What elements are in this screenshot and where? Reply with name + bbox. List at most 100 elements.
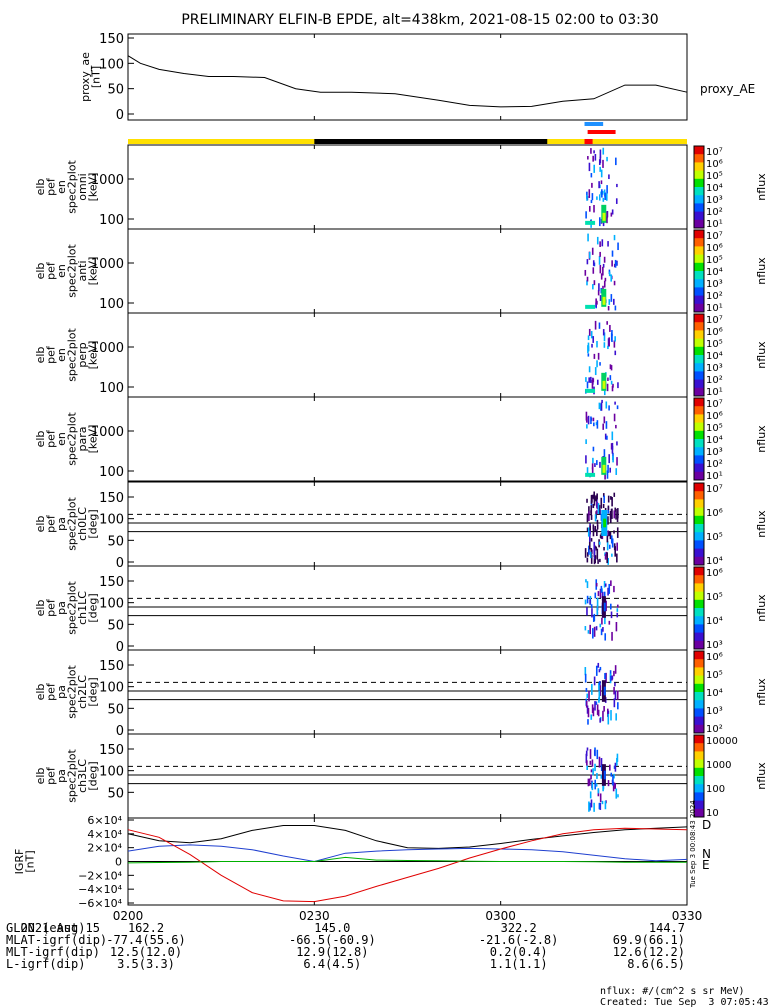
colorbar-tick-label: 10² (706, 375, 723, 386)
colorbar-segment (694, 483, 704, 492)
spectrogram-cell (602, 710, 604, 722)
spectrogram-cell (600, 169, 603, 178)
spectrogram-cell (612, 455, 614, 463)
y-tick-label: 100 (99, 513, 124, 528)
spectrogram-cell (615, 468, 618, 475)
colorbar-segment (694, 338, 704, 348)
spectrogram-cell (603, 342, 606, 348)
spectrogram-cell (591, 343, 593, 348)
axis-label-line: ch0LC (76, 507, 89, 541)
axis-label-line: elb (34, 179, 47, 196)
spectrogram-cell (613, 340, 616, 348)
spectrogram-cell (609, 467, 612, 473)
colorbar-segment (694, 675, 704, 685)
spectrogram-cell (586, 381, 589, 389)
colorbar-segment (694, 624, 704, 634)
colorbar-segment (694, 583, 704, 593)
spectrogram-cell (598, 541, 601, 545)
spectrogram-cell (604, 277, 607, 282)
spectrogram-cell (595, 495, 598, 502)
colorbar-tick-label: 10⁷ (706, 315, 723, 326)
spectrogram-panel: 1001000elbpefenspec2plotanti[keV]10⁷10⁶1… (34, 228, 768, 314)
spectrogram-cell (590, 416, 592, 425)
y-tick-label: 1000 (91, 341, 124, 356)
spectrogram-cell (610, 212, 613, 217)
spectrogram-cell (597, 788, 600, 794)
spectrogram-cell (613, 492, 616, 497)
spectrogram-cell (599, 166, 601, 172)
colorbar-segment (694, 295, 704, 305)
spectrogram-cell (595, 302, 597, 308)
colorbar-segment (694, 371, 704, 381)
spectrogram-cell (607, 495, 610, 503)
colorbar-tick-label: 10³ (706, 363, 723, 374)
spectrogram-cell (592, 528, 595, 537)
spectrogram-cell (609, 510, 612, 521)
spectrogram-cell (603, 602, 606, 612)
spectrogram-cell (586, 693, 589, 699)
spectrogram-cell (588, 366, 591, 373)
spectrogram-cell (602, 380, 606, 389)
spectrogram-cell (600, 765, 603, 771)
spectrogram-cell (616, 604, 619, 608)
spectrogram-cell (608, 454, 610, 464)
spectrogram-cell (598, 756, 601, 768)
spectrogram-cell (616, 457, 618, 466)
spectrogram-cell (585, 388, 596, 393)
axis-label-line: spec2plot (65, 581, 78, 635)
colorbar-label: nflux (755, 678, 768, 706)
axis-label-line: pa (55, 769, 68, 783)
spectrogram-cell (589, 624, 591, 635)
spectrogram-cell (586, 607, 588, 616)
spectrogram-cell (586, 194, 588, 201)
colorbar-segment (694, 463, 704, 473)
colorbar-tick-label: 10⁴ (706, 435, 723, 446)
spectrogram-cell (586, 424, 588, 429)
spectrogram-cell (596, 529, 598, 537)
colorbar-segment (694, 455, 704, 465)
spectrogram-cell (592, 267, 595, 274)
colorbar-tick-label: 10⁶ (706, 508, 723, 519)
spectrogram-cell (588, 506, 590, 516)
spectrogram-cell (616, 753, 619, 762)
spectrogram-cell (599, 217, 601, 227)
spectrogram-cell (603, 280, 606, 288)
spectrogram-cell (611, 631, 613, 641)
spectrogram-cell (585, 700, 588, 708)
spectrogram-cell (600, 497, 603, 509)
colorbar-segment (694, 659, 704, 668)
spectrogram-cell (587, 156, 589, 160)
spectrogram-cell (585, 211, 587, 219)
spectrogram-cell (599, 149, 602, 158)
spectrogram-cell (594, 555, 597, 559)
spectrogram-cell (607, 505, 610, 511)
colorbar-segment (694, 355, 704, 364)
colorbar-segment (694, 471, 704, 481)
spectrogram-cell (613, 543, 616, 551)
colorbar-segment (694, 640, 704, 650)
y-tick-label: 150 (99, 743, 124, 758)
colorbar-segment (694, 567, 704, 576)
footer-row-value: 12.5(12.0) (109, 945, 183, 959)
spectrogram-cell (587, 353, 590, 357)
spectrogram-cell (610, 611, 613, 619)
spectrogram-cell (608, 583, 611, 594)
axis-label-line: [deg] (86, 593, 99, 622)
spectrogram-cell (587, 527, 590, 537)
spectrogram-cell (598, 681, 601, 686)
colorbar-frame (693, 734, 705, 818)
spectrogram-cell (603, 518, 607, 528)
colorbar-tick-label: 10⁶ (706, 411, 723, 422)
footer-row-label: GLON (east) (6, 921, 86, 935)
spectrogram-cell (585, 220, 596, 225)
axis-label-line: elb (34, 768, 47, 785)
spectrogram-cell (592, 378, 595, 383)
colorbar-segment (694, 708, 704, 718)
colorbar-frame (693, 229, 705, 313)
spectrogram-cell (587, 630, 590, 634)
spectrogram-cell (606, 185, 608, 194)
spectrogram-cell (604, 673, 606, 680)
spectrogram-cell (598, 697, 600, 703)
spectrogram-cell (602, 464, 606, 473)
